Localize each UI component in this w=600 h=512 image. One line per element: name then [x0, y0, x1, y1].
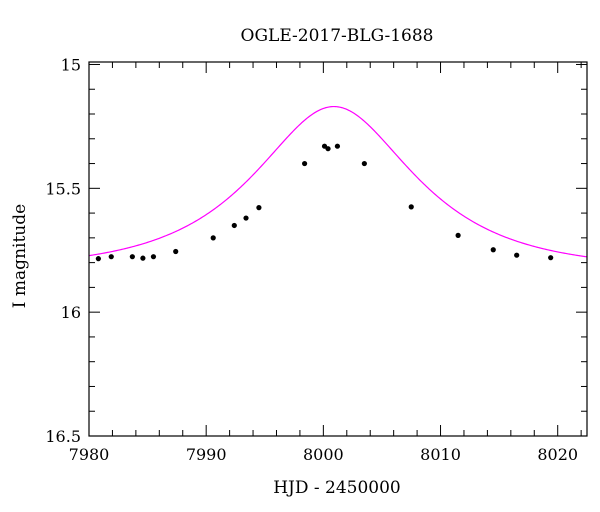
data-point — [302, 160, 308, 167]
data-point — [325, 146, 331, 152]
data-point — [243, 215, 249, 221]
data-point — [129, 254, 135, 260]
data-point — [334, 143, 341, 149]
x-tick-label: 7980 — [69, 445, 110, 464]
plot-area: 7980 7990 8000 8010 8020 15 15.5 16 16.5 — [45, 55, 588, 464]
data-point — [548, 255, 554, 261]
data-point — [95, 256, 101, 262]
y-tick-label: 16.5 — [45, 427, 81, 446]
data-point — [408, 204, 414, 210]
data-point — [361, 160, 367, 167]
x-tick-label: 7990 — [186, 445, 227, 464]
data-point — [256, 205, 262, 211]
y-tick-label: 16 — [61, 303, 81, 322]
x-tick-label: 8000 — [303, 445, 344, 464]
y-axis-label: I magnitude — [10, 204, 30, 308]
data-point — [514, 252, 520, 258]
model-curve — [88, 105, 588, 258]
chart-title: OGLE-2017-BLG-1688 — [241, 26, 434, 46]
data-point — [108, 254, 114, 260]
data-point — [490, 247, 496, 253]
y-tick-label: 15 — [61, 55, 81, 74]
y-tick-label: 15.5 — [45, 179, 81, 198]
x-tick-label: 8020 — [537, 445, 578, 464]
data-point — [150, 254, 157, 260]
x-tick-label: 8010 — [420, 445, 461, 464]
data-point — [173, 248, 179, 255]
data-point — [210, 235, 216, 241]
plot-frame — [88, 61, 588, 437]
data-point — [140, 255, 146, 261]
x-axis-label: HJD - 2450000 — [273, 478, 401, 498]
data-point — [231, 222, 237, 229]
data-point — [455, 232, 461, 238]
